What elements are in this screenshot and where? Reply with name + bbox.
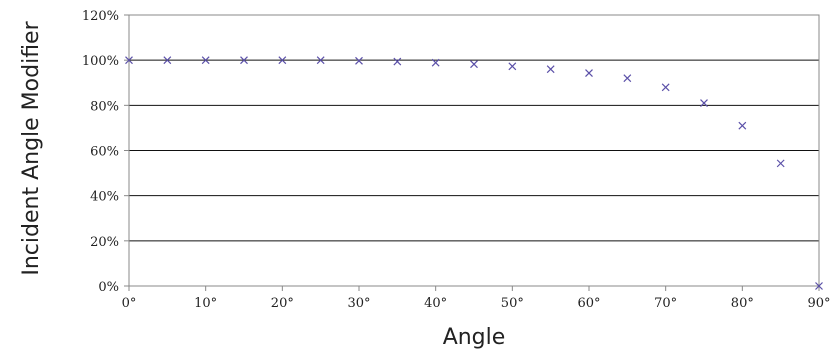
- data-point: [470, 60, 478, 69]
- gridlines: [129, 59, 819, 287]
- data-point: [316, 56, 325, 65]
- data-point: [201, 56, 210, 65]
- y-tick-label: 60%: [90, 145, 119, 160]
- x-tick-label: 10°: [194, 296, 217, 311]
- x-tick-label: 80°: [731, 296, 754, 311]
- data-point: [278, 56, 287, 65]
- x-tick-label: 90°: [807, 296, 830, 311]
- x-axis-ticks: 0° 10° 20° 30° 40° 50° 60° 70° 80° 90°: [122, 286, 831, 311]
- data-point: [815, 282, 823, 290]
- x-tick-label: 70°: [654, 296, 677, 311]
- data-point: [738, 121, 747, 130]
- y-tick-label: 40%: [90, 190, 119, 205]
- x-tick-label: 20°: [271, 296, 294, 311]
- data-point: [125, 56, 133, 65]
- x-tick-label: 50°: [501, 296, 524, 311]
- y-axis-ticks: 0% 20% 40% 60% 80% 100% 120%: [82, 9, 129, 295]
- data-point: [700, 99, 708, 107]
- data-point: [623, 74, 632, 83]
- data-point: [661, 83, 670, 92]
- y-tick-label: 20%: [90, 235, 119, 250]
- y-axis-title: Incident Angle Modifier: [19, 20, 44, 275]
- data-point: [240, 56, 248, 65]
- data-point: [355, 56, 363, 65]
- y-tick-label: 100%: [82, 54, 119, 69]
- data-point: [776, 159, 785, 168]
- data-point: [431, 58, 440, 67]
- x-tick-label: 0°: [122, 296, 137, 311]
- data-point: [508, 62, 517, 71]
- data-point: [585, 69, 593, 77]
- x-tick-label: 60°: [577, 296, 600, 311]
- y-tick-label: 0%: [98, 280, 119, 295]
- data-point: [163, 56, 172, 65]
- x-axis-title: Angle: [443, 325, 506, 350]
- y-tick-label: 120%: [82, 9, 119, 24]
- data-point: [393, 57, 402, 66]
- y-tick-label: 80%: [90, 99, 119, 114]
- data-points: [125, 56, 823, 290]
- data-point: [546, 65, 555, 74]
- x-tick-label: 40°: [424, 296, 447, 311]
- x-tick-label: 30°: [347, 296, 370, 311]
